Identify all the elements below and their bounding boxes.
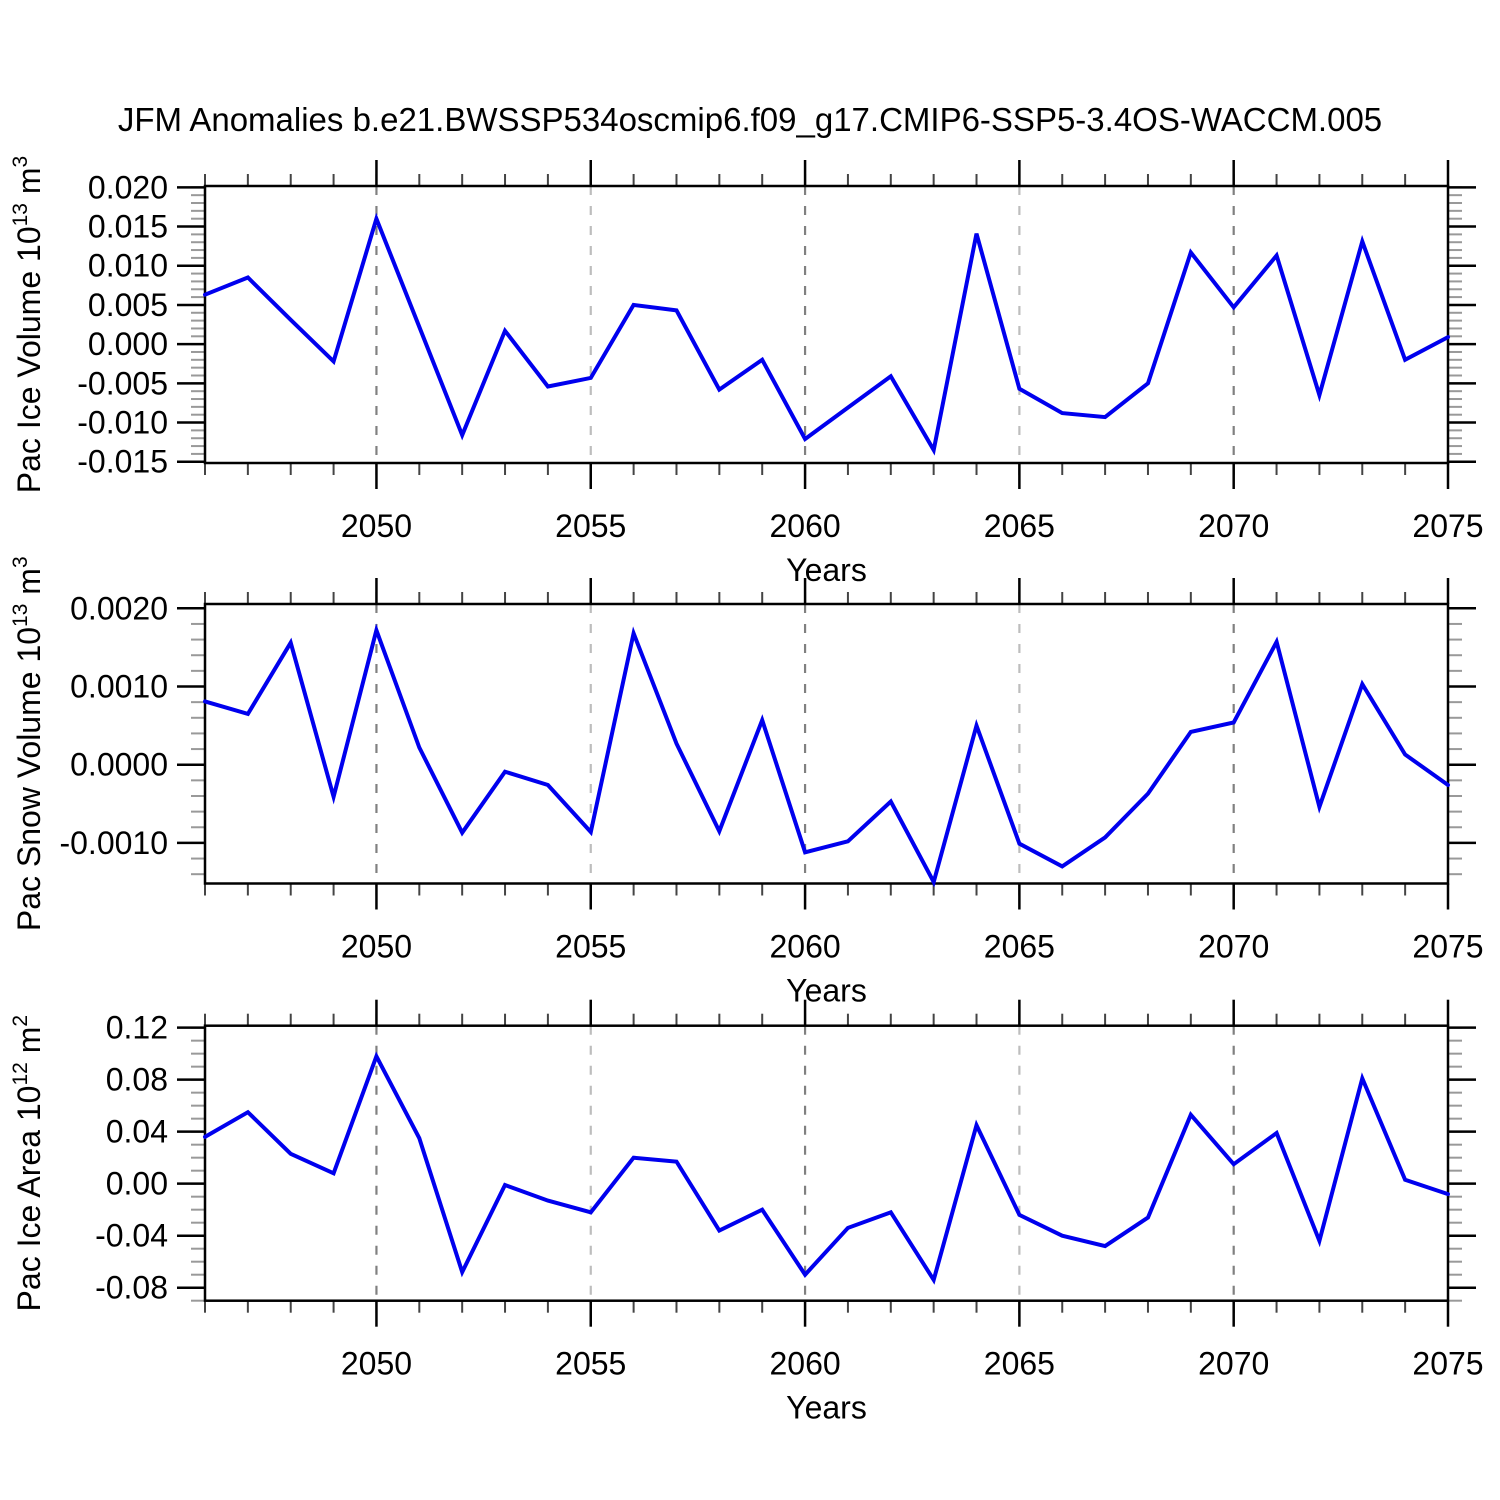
- x-tick-label: 2055: [555, 929, 626, 965]
- x-tick-label: 2065: [984, 508, 1055, 544]
- y-tick-label: -0.0010: [59, 825, 168, 861]
- plot-border: [203, 602, 1450, 885]
- y-tick-label: 0.0010: [70, 669, 168, 705]
- y-tick-label: 0.12: [106, 1010, 168, 1046]
- chart-title: JFM Anomalies b.e21.BWSSP534oscmip6.f09_…: [117, 101, 1383, 138]
- panel-pac-ice-area: 2050 2055 2060 2065 2070 2075 -0.08 -0.04 0.00 0.…: [9, 999, 1484, 1426]
- x-tick-label: 2055: [555, 508, 626, 544]
- y-tick-label: 0.00: [106, 1166, 168, 1202]
- y-tick-label: 0.000: [88, 326, 168, 362]
- y-tick-label: -0.04: [95, 1218, 168, 1254]
- x-axis-title: Years: [786, 1390, 867, 1426]
- y-tick-label: 0.010: [88, 248, 168, 284]
- x-axis-title: Years: [786, 552, 867, 588]
- data-line-pac_ice_volume: [203, 212, 1450, 456]
- x-tick-label: 2060: [769, 1346, 840, 1382]
- y-axis-title: Pac Ice Area 1012 m2: [9, 1015, 47, 1312]
- plot-border: [203, 1024, 1450, 1302]
- x-tick-label: 2075: [1412, 1346, 1483, 1382]
- panel-pac-ice-volume: 2050 2055 2060 2065 2070 2075 -0.015-0.010 -0.0…: [9, 156, 1484, 588]
- y-tick-label: -0.015: [77, 444, 168, 480]
- x-tick-label: 2055: [555, 1346, 626, 1382]
- x-tick-label: 2060: [769, 929, 840, 965]
- y-tick-label: 0.020: [88, 169, 168, 205]
- x-tick-label: 2050: [341, 1346, 412, 1382]
- x-tick-label: 2070: [1198, 1346, 1269, 1382]
- y-tick-label: -0.010: [77, 405, 168, 441]
- x-tick-label: 2050: [341, 929, 412, 965]
- x-tick-label: 2070: [1198, 508, 1269, 544]
- x-tick-label: 2065: [984, 1346, 1055, 1382]
- x-tick-label: 2050: [341, 508, 412, 544]
- data-line-pac_snow_volume: [203, 623, 1450, 888]
- x-tick-label: 2060: [769, 508, 840, 544]
- x-tick-label: 2075: [1412, 929, 1483, 965]
- panel-pac-snow-volume: 2050 2055 2060 2065 2070 2075 -0.0010 0.0000 0.0…: [9, 556, 1484, 1008]
- y-axis-title: Pac Ice Volume 1013 m3: [9, 156, 47, 493]
- x-tick-label: 2065: [984, 929, 1055, 965]
- y-tick-label: -0.005: [77, 365, 168, 401]
- y-tick-label: 0.0020: [70, 590, 168, 626]
- y-tick-label: 0.0000: [70, 747, 168, 783]
- x-axis-title: Years: [786, 973, 867, 1009]
- y-axis-title: Pac Snow Volume 1013 m3: [9, 556, 47, 931]
- plot-border: [203, 184, 1450, 465]
- x-tick-label: 2075: [1412, 508, 1483, 544]
- y-tick-label: 0.005: [88, 287, 168, 323]
- data-line-pac_ice_area: [203, 1051, 1450, 1285]
- y-tick-label: 0.04: [106, 1114, 168, 1150]
- y-tick-label: 0.015: [88, 209, 168, 245]
- x-tick-label: 2070: [1198, 929, 1269, 965]
- y-tick-label: 0.08: [106, 1062, 168, 1098]
- y-tick-label: -0.08: [95, 1270, 168, 1306]
